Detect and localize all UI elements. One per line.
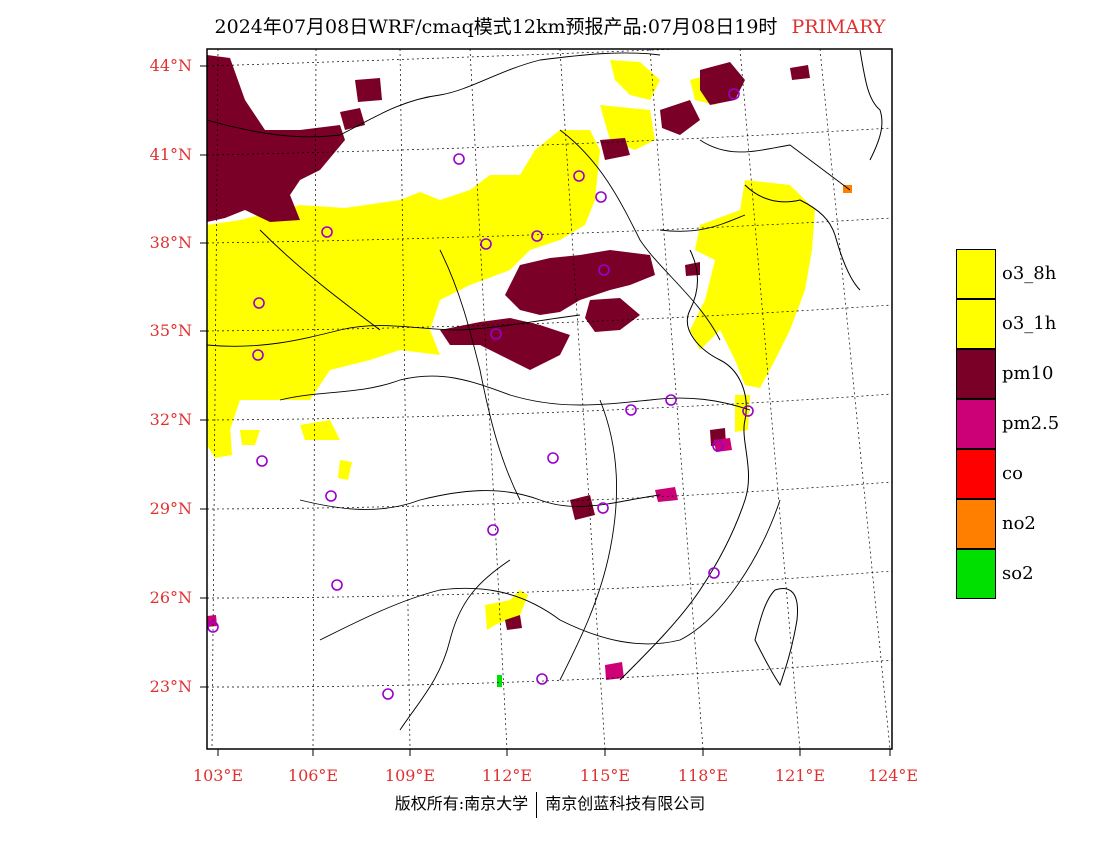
legend-label: pm10 [1002, 363, 1054, 384]
legend-label: o3_8h [1002, 263, 1057, 284]
lat-label-41: 41°N [149, 145, 192, 164]
legend-label: so2 [1002, 563, 1034, 584]
legend-swatch [956, 299, 996, 349]
lon-label-103: 103°E [192, 766, 244, 785]
lon-label-109: 109°E [384, 766, 436, 785]
coastline [619, 49, 883, 687]
lat-label-26: 26°N [149, 588, 192, 607]
primary-tag: PRIMARY [791, 16, 886, 38]
lon-label-118: 118°E [677, 766, 729, 785]
lat-label-23: 23°N [149, 677, 192, 696]
station-markers [207, 88, 754, 700]
lat-label-44: 44°N [149, 56, 192, 75]
legend-swatch [956, 549, 996, 599]
legend-label: no2 [1002, 513, 1036, 534]
map-frame [206, 48, 893, 750]
legend-swatch [956, 249, 996, 299]
lat-label-32: 32°N [149, 410, 192, 429]
lat-label-38: 38°N [149, 233, 192, 252]
lon-label-112: 112°E [481, 766, 533, 785]
lon-label-121: 121°E [774, 766, 826, 785]
footer-right: 南京创蓝科技有限公司 [545, 794, 706, 813]
footer-left: 版权所有:南京大学 [394, 794, 529, 813]
copyright-footer: 版权所有:南京大学 南京创蓝科技有限公司 [0, 790, 1100, 818]
footer-separator [536, 791, 538, 818]
legend-swatch [956, 349, 996, 399]
legend-label: co [1002, 463, 1023, 484]
legend-swatch [956, 449, 996, 499]
lat-label-35: 35°N [149, 321, 192, 340]
so2-region [497, 675, 502, 687]
lat-label-29: 29°N [149, 499, 192, 518]
map-title: 2024年07月08日WRF/cmaq模式12km预报产品:07月08日19时 P… [0, 12, 1100, 39]
lon-label-106: 106°E [287, 766, 339, 785]
legend-swatch [956, 399, 996, 449]
legend-swatch [956, 499, 996, 549]
lon-label-115: 115°E [579, 766, 631, 785]
no2-region [843, 185, 852, 193]
title-text: 2024年07月08日WRF/cmaq模式12km预报产品:07月08日19时 [214, 16, 778, 38]
legend-label: pm2.5 [1002, 413, 1060, 434]
legend-label: o3_1h [1002, 313, 1057, 334]
pm10-region [207, 55, 810, 630]
lon-label-124: 124°E [867, 766, 919, 785]
